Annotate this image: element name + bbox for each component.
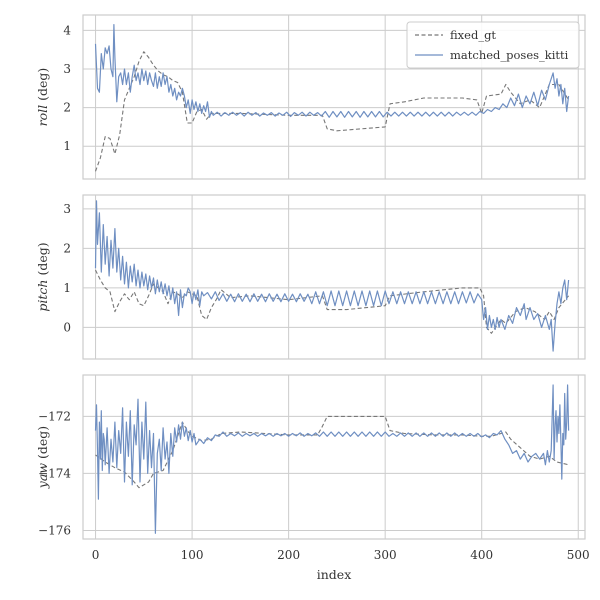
series-line-matched-poses-kitti [94, 384, 570, 534]
panel-yaw: −176 −174 −172 yaw (deg) [35, 374, 586, 540]
y-tick-label: −176 [38, 523, 71, 537]
y-axis-label-unit: (deg) [35, 426, 50, 463]
y-axis-label-unit: (deg) [35, 242, 50, 279]
y-tick-label: 1 [63, 139, 71, 153]
legend-label-matched-poses-kitti: matched_poses_kitti [450, 48, 569, 62]
series-line-matched-poses-kitti [94, 24, 570, 118]
y-axis-label-variable: pitch [35, 280, 50, 312]
y-tick-label: 3 [63, 62, 71, 76]
y-tick-label: 3 [63, 202, 71, 216]
y-axis-label-variable: yaw [35, 463, 50, 490]
x-tick-label: 300 [374, 548, 397, 562]
panel-pitch: 0 1 2 3 pitch (deg) [35, 194, 586, 360]
x-tick-label: 500 [567, 548, 590, 562]
x-axis-label: index [317, 567, 352, 582]
y-tick-label: −172 [38, 409, 71, 423]
x-tick-label: 0 [92, 548, 100, 562]
y-tick-label: 2 [63, 101, 71, 115]
series-line-fixed-gt [95, 415, 569, 489]
plot-frame [82, 14, 586, 180]
y-axis-label: roll (deg) [35, 68, 50, 127]
grid [83, 375, 585, 539]
y-axis-label-variable: roll [35, 105, 50, 127]
x-tick-label: 200 [277, 548, 300, 562]
plot-frame [82, 194, 586, 360]
legend-box [406, 21, 580, 69]
series-line-fixed-gt [95, 269, 570, 334]
series-line-fixed-gt [94, 51, 570, 172]
y-axis-label: yaw (deg) [35, 426, 50, 489]
series-line-matched-poses-kitti [94, 200, 570, 352]
grid [83, 195, 585, 359]
legend: fixed_gt matched_poses_kitti [406, 21, 580, 69]
y-tick-label: 1 [63, 281, 71, 295]
y-axis-label: pitch (deg) [35, 242, 50, 311]
y-tick-label: −174 [38, 466, 71, 480]
legend-label-fixed-gt: fixed_gt [450, 28, 496, 42]
plot-frame [82, 374, 586, 540]
y-tick-label: 0 [63, 320, 71, 334]
y-tick-label: 2 [63, 241, 71, 255]
y-axis-label-unit: (deg) [35, 68, 50, 105]
panel-roll: 1 2 3 4 roll (deg) fixed_gt matched_poses_kitt… [35, 14, 586, 180]
x-tick-label: 100 [181, 548, 204, 562]
y-tick-label: 4 [63, 23, 71, 37]
x-tick-label: 400 [470, 548, 493, 562]
